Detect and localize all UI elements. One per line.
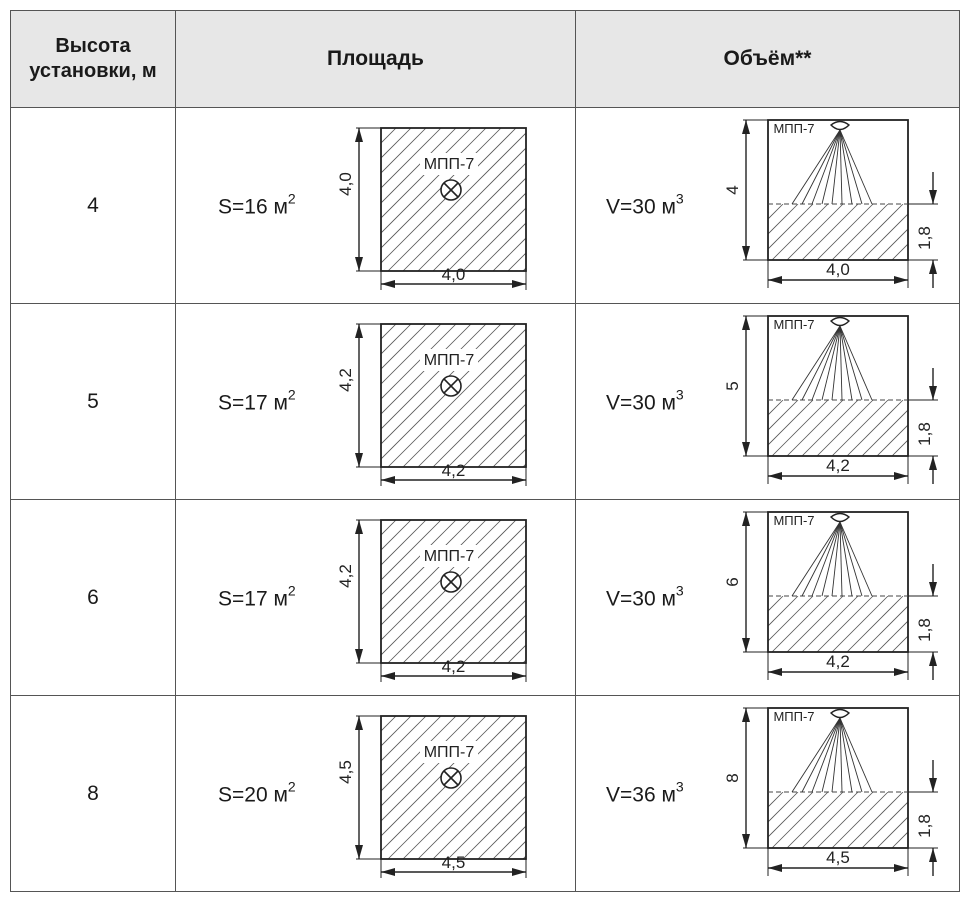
width-label: 4,2 — [442, 461, 466, 480]
zone-height-label: 1,8 — [915, 618, 934, 642]
volume-diagram: МПП-7 6 4,2 1,8 — [723, 511, 938, 680]
hatch-pattern — [768, 204, 908, 260]
hatch-pattern — [768, 400, 908, 456]
width-label: 4,5 — [442, 853, 466, 872]
header-height: Высота установки, м — [10, 10, 176, 108]
width-label: 4,2 — [442, 657, 466, 676]
area-diagram: 4,0 4,0 МПП-7 — [336, 127, 527, 290]
volume-diagram: МПП-7 4 4,0 1,8 — [723, 119, 938, 288]
spray-cone — [791, 717, 873, 793]
coverage-square — [380, 715, 527, 860]
hatch-pattern — [381, 324, 526, 467]
hatch-pattern — [768, 596, 908, 652]
area-formula: S=17 м2 — [218, 582, 296, 610]
room-height-label: 6 — [723, 577, 742, 586]
hatch-pattern — [381, 520, 526, 663]
room-box — [767, 707, 909, 849]
side-label: 4,2 — [336, 368, 355, 392]
table-row: 4 S=16 м2 4,0 4,0 МПП-7 V=30 м3 МПП-7 4 4,0 1,8 — [10, 107, 960, 304]
zone-height-label: 1,8 — [915, 422, 934, 446]
coverage-table: Высота установки, м Площадь Объём** 4 S=1… — [10, 10, 960, 892]
device-label: МПП-7 — [424, 744, 475, 761]
hatch-pattern — [768, 792, 908, 848]
area-formula: S=16 м2 — [218, 190, 296, 218]
device-label: МПП-7 — [424, 156, 475, 173]
room-height-label: 5 — [723, 381, 742, 390]
height-value: 4 — [10, 107, 176, 304]
spray-cone — [791, 325, 873, 401]
header-volume: Объём** — [575, 10, 960, 108]
sprinkler-icon — [829, 316, 851, 327]
height-value: 8 — [10, 695, 176, 892]
table-row: 6 S=17 м2 4,2 4,2 МПП-7 V=30 м3 МПП-7 6 4,2 1,8 — [10, 499, 960, 696]
hatch-pattern — [381, 128, 526, 271]
height-value: 6 — [10, 499, 176, 696]
volume-diagram: МПП-7 5 4,2 1,8 — [723, 315, 938, 484]
area-diagram: 4,2 4,2 МПП-7 — [336, 519, 527, 682]
device-label: МПП-7 — [424, 352, 475, 369]
header-area: Площадь — [175, 10, 576, 108]
spray-cone — [791, 129, 873, 205]
area-diagram: 4,5 4,5 МПП-7 — [336, 715, 527, 878]
sprinkler-icon — [829, 120, 851, 131]
volume-formula: V=30 м3 — [606, 582, 684, 610]
room-box — [767, 315, 909, 457]
area-formula: S=17 м2 — [218, 386, 296, 414]
area-diagram: 4,2 4,2 МПП-7 — [336, 323, 527, 486]
height-value: 5 — [10, 303, 176, 500]
area-cell: S=16 м2 4,0 4,0 МПП-7 — [175, 107, 576, 304]
area-cell: S=17 м2 4,2 4,2 МПП-7 — [175, 303, 576, 500]
volume-cell: V=30 м3 МПП-7 4 4,0 1,8 — [575, 107, 960, 304]
zone-height-label: 1,8 — [915, 814, 934, 838]
area-formula: S=20 м2 — [218, 778, 296, 806]
room-box — [767, 511, 909, 653]
zone-height-label: 1,8 — [915, 226, 934, 250]
table-row: 5 S=17 м2 4,2 4,2 МПП-7 V=30 м3 МПП-7 5 4,2 1,8 — [10, 303, 960, 500]
spray-cone — [791, 521, 873, 597]
room-width-label: 4,5 — [826, 848, 850, 867]
sprinkler-icon — [829, 708, 851, 719]
area-cell: S=20 м2 4,5 4,5 МПП-7 — [175, 695, 576, 892]
device-label: МПП-7 — [773, 709, 814, 724]
room-width-label: 4,0 — [826, 260, 850, 279]
device-label: МПП-7 — [424, 548, 475, 565]
device-label: МПП-7 — [773, 513, 814, 528]
side-label: 4,2 — [336, 564, 355, 588]
sprinkler-icon — [829, 512, 851, 523]
volume-formula: V=30 м3 — [606, 190, 684, 218]
header-row: Высота установки, м Площадь Объём** — [10, 10, 960, 108]
volume-formula: V=36 м3 — [606, 778, 684, 806]
coverage-square — [380, 127, 527, 272]
room-height-label: 8 — [723, 773, 742, 782]
hatch-pattern — [381, 716, 526, 859]
table-row: 8 S=20 м2 4,5 4,5 МПП-7 V=36 м3 МПП-7 8 4,5 1,8 — [10, 695, 960, 892]
room-width-label: 4,2 — [826, 456, 850, 475]
side-label: 4,5 — [336, 760, 355, 784]
device-label: МПП-7 — [773, 317, 814, 332]
room-box — [767, 119, 909, 261]
device-label: МПП-7 — [773, 121, 814, 136]
coverage-square — [380, 323, 527, 468]
room-height-label: 4 — [723, 185, 742, 194]
width-label: 4,0 — [442, 265, 466, 284]
volume-diagram: МПП-7 8 4,5 1,8 — [723, 707, 938, 876]
area-cell: S=17 м2 4,2 4,2 МПП-7 — [175, 499, 576, 696]
volume-cell: V=30 м3 МПП-7 6 4,2 1,8 — [575, 499, 960, 696]
volume-cell: V=36 м3 МПП-7 8 4,5 1,8 — [575, 695, 960, 892]
room-width-label: 4,2 — [826, 652, 850, 671]
volume-cell: V=30 м3 МПП-7 5 4,2 1,8 — [575, 303, 960, 500]
volume-formula: V=30 м3 — [606, 386, 684, 414]
side-label: 4,0 — [336, 172, 355, 196]
coverage-square — [380, 519, 527, 664]
